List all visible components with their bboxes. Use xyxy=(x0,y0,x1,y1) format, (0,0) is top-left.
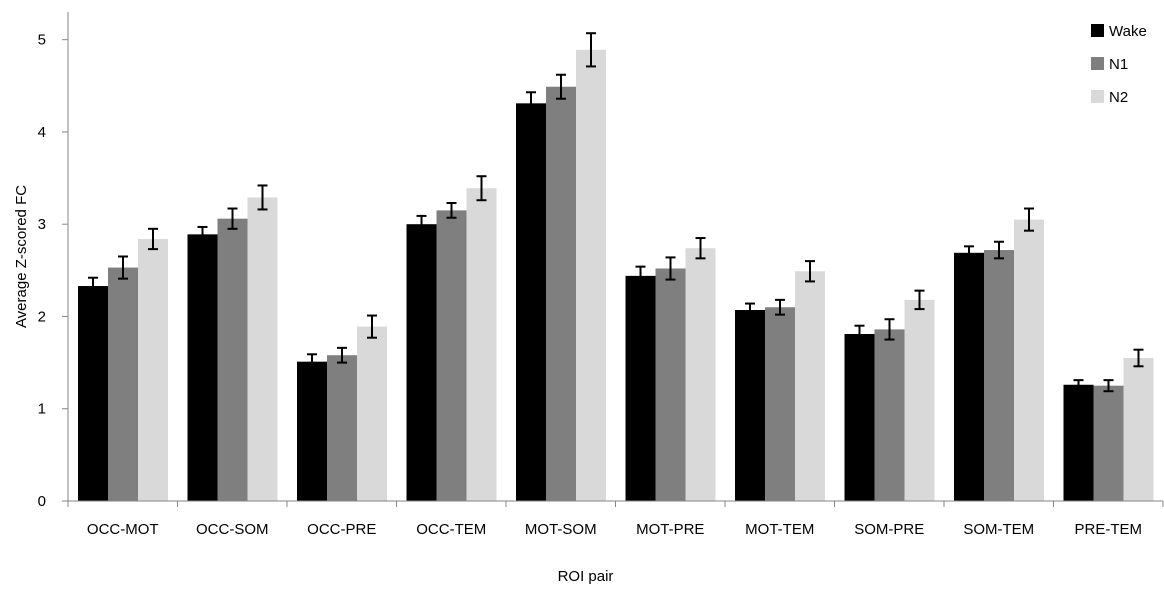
bar-n1-som-pre xyxy=(874,329,905,501)
bar-n2-occ-tem xyxy=(466,188,497,501)
bars-layer xyxy=(78,49,1154,502)
y-tick-label: 0 xyxy=(38,493,46,510)
x-tick-label: PRE-TEM xyxy=(1075,521,1143,538)
legend-label-n1: N1 xyxy=(1109,56,1128,73)
y-axis-title: Average Z-scored FC xyxy=(13,185,30,328)
x-tick-label: MOT-SOM xyxy=(525,521,597,538)
bar-wake-som-tem xyxy=(954,252,984,501)
bar-n1-pre-tem xyxy=(1093,385,1124,501)
bar-wake-mot-som xyxy=(516,103,546,502)
x-tick-label: MOT-PRE xyxy=(636,521,704,538)
bar-wake-mot-tem xyxy=(735,310,765,501)
bar-n2-occ-pre xyxy=(357,326,387,501)
bar-n1-mot-tem xyxy=(765,307,795,501)
bar-n1-som-tem xyxy=(984,250,1014,501)
y-tick-label: 5 xyxy=(38,32,46,49)
bar-n2-som-tem xyxy=(1014,219,1044,501)
bar-n1-occ-som xyxy=(217,218,248,501)
bar-wake-mot-pre xyxy=(625,275,656,501)
bar-n2-occ-som xyxy=(247,197,278,502)
error-bars-layer xyxy=(88,32,1144,393)
bar-n1-occ-tem xyxy=(436,210,467,501)
x-tick-label: OCC-PRE xyxy=(307,521,376,538)
y-tick-label: 2 xyxy=(38,308,46,325)
legend-swatch-n2 xyxy=(1091,90,1104,103)
bar-n1-occ-mot xyxy=(108,267,138,501)
bar-n2-pre-tem xyxy=(1123,357,1154,501)
x-tick-label: MOT-TEM xyxy=(745,521,814,538)
tick-labels-layer: 0 1 2 3 4 5 OCC-MOT OCC-SOM OCC-PRE OCC-TEM MOT-SO… xyxy=(38,32,1142,538)
legend: Wake N1 N2 xyxy=(1091,23,1147,106)
x-tick-label: OCC-SOM xyxy=(196,521,269,538)
x-tick-label: OCC-MOT xyxy=(87,521,159,538)
y-tick-label: 4 xyxy=(38,124,46,141)
x-tick-label: SOM-TEM xyxy=(963,521,1034,538)
legend-swatch-wake xyxy=(1091,24,1104,37)
bar-wake-som-pre xyxy=(844,334,875,501)
legend-label-wake: Wake xyxy=(1109,23,1147,40)
y-tick-label: 1 xyxy=(38,401,46,418)
y-tick-label: 3 xyxy=(38,216,46,233)
bar-n2-mot-pre xyxy=(685,248,716,501)
x-tick-label: OCC-TEM xyxy=(416,521,486,538)
bar-n1-occ-pre xyxy=(327,355,357,501)
bar-wake-occ-pre xyxy=(297,361,327,501)
bar-n2-som-pre xyxy=(904,299,935,501)
x-tick-label: SOM-PRE xyxy=(854,521,924,538)
axes-layer xyxy=(62,12,1164,507)
bar-n2-mot-som xyxy=(576,49,606,501)
legend-swatch-n1 xyxy=(1091,57,1104,70)
legend-label-n2: N2 xyxy=(1109,89,1128,106)
x-axis-title: ROI pair xyxy=(558,568,614,585)
bar-n1-mot-som xyxy=(546,86,576,502)
bar-wake-pre-tem xyxy=(1063,384,1094,501)
bar-n1-mot-pre xyxy=(655,268,686,501)
bar-n2-occ-mot xyxy=(138,238,168,501)
bar-wake-occ-som xyxy=(187,234,218,501)
bar-wake-occ-tem xyxy=(406,224,437,501)
bar-wake-occ-mot xyxy=(78,286,108,501)
bar-n2-mot-tem xyxy=(795,271,825,501)
